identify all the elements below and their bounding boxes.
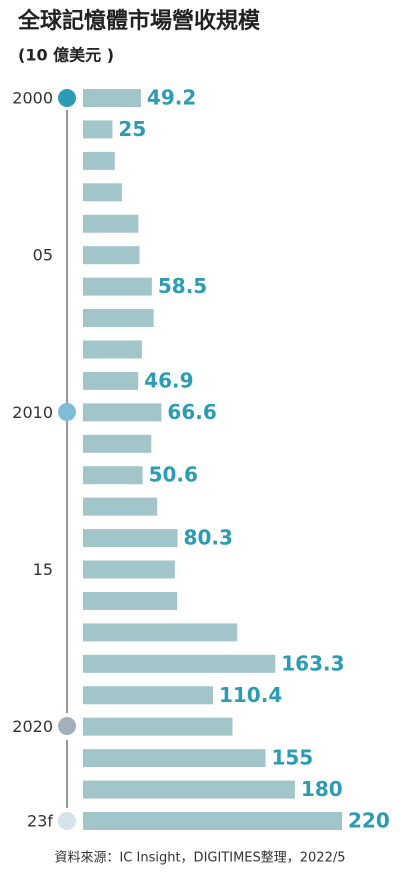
bar (83, 340, 142, 359)
y-tick-label: 2010 (12, 403, 53, 422)
value-label: 180 (301, 777, 343, 801)
bar (83, 466, 143, 485)
bar (83, 277, 152, 296)
bar (83, 623, 238, 642)
value-label: 50.6 (149, 463, 198, 487)
timeline-dot (58, 717, 76, 735)
bar (83, 529, 178, 548)
bar (83, 591, 178, 610)
source: 資料來源：IC Insight，DIGITIMES整理，2022/5 (54, 851, 345, 866)
chart-subtitle: (10 億美元 ) (18, 46, 114, 65)
bar (83, 89, 141, 107)
value-label: 110.4 (219, 683, 282, 707)
value-label: 58.5 (158, 274, 207, 298)
bar (83, 497, 158, 516)
bar (83, 434, 152, 453)
chart-title: 全球記憶體市場營收規模 (17, 8, 261, 34)
bar (83, 309, 154, 328)
timeline-dot (58, 812, 76, 830)
bar (83, 780, 295, 799)
bar (83, 560, 175, 579)
value-label: 80.3 (184, 526, 233, 550)
bar (83, 717, 233, 736)
value-label: 49.2 (147, 86, 196, 110)
bar (83, 246, 140, 265)
timeline-dot (58, 89, 76, 107)
bar (83, 151, 115, 170)
y-tick-label: 2000 (12, 89, 53, 108)
value-label: 66.6 (167, 400, 216, 424)
bar (83, 812, 342, 830)
bar (83, 403, 162, 422)
bar (83, 654, 276, 673)
value-label: 163.3 (281, 651, 344, 675)
y-tick-label: 15 (33, 560, 53, 579)
bar (83, 749, 266, 768)
timeline-dot (58, 403, 76, 421)
y-tick-label: 05 (33, 246, 53, 265)
value-label: 25 (118, 117, 146, 141)
y-tick-label: 23f (27, 812, 53, 831)
value-label: 155 (271, 746, 313, 770)
bar (83, 686, 213, 705)
value-label: 220 (348, 809, 390, 833)
bar (83, 371, 139, 390)
value-label: 46.9 (144, 368, 193, 392)
y-tick-label: 2020 (12, 717, 53, 736)
bar (83, 120, 113, 139)
bar (83, 214, 139, 233)
bar (83, 183, 122, 202)
